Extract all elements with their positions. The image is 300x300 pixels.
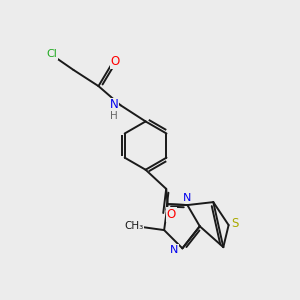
Text: H: H [110, 111, 118, 122]
Text: Cl: Cl [46, 49, 57, 59]
Text: N: N [110, 98, 118, 111]
Text: O: O [111, 55, 120, 68]
Text: CH₃: CH₃ [124, 221, 143, 231]
Text: O: O [167, 208, 176, 221]
Text: N: N [183, 193, 192, 203]
Text: S: S [231, 217, 239, 230]
Text: N: N [170, 245, 178, 255]
